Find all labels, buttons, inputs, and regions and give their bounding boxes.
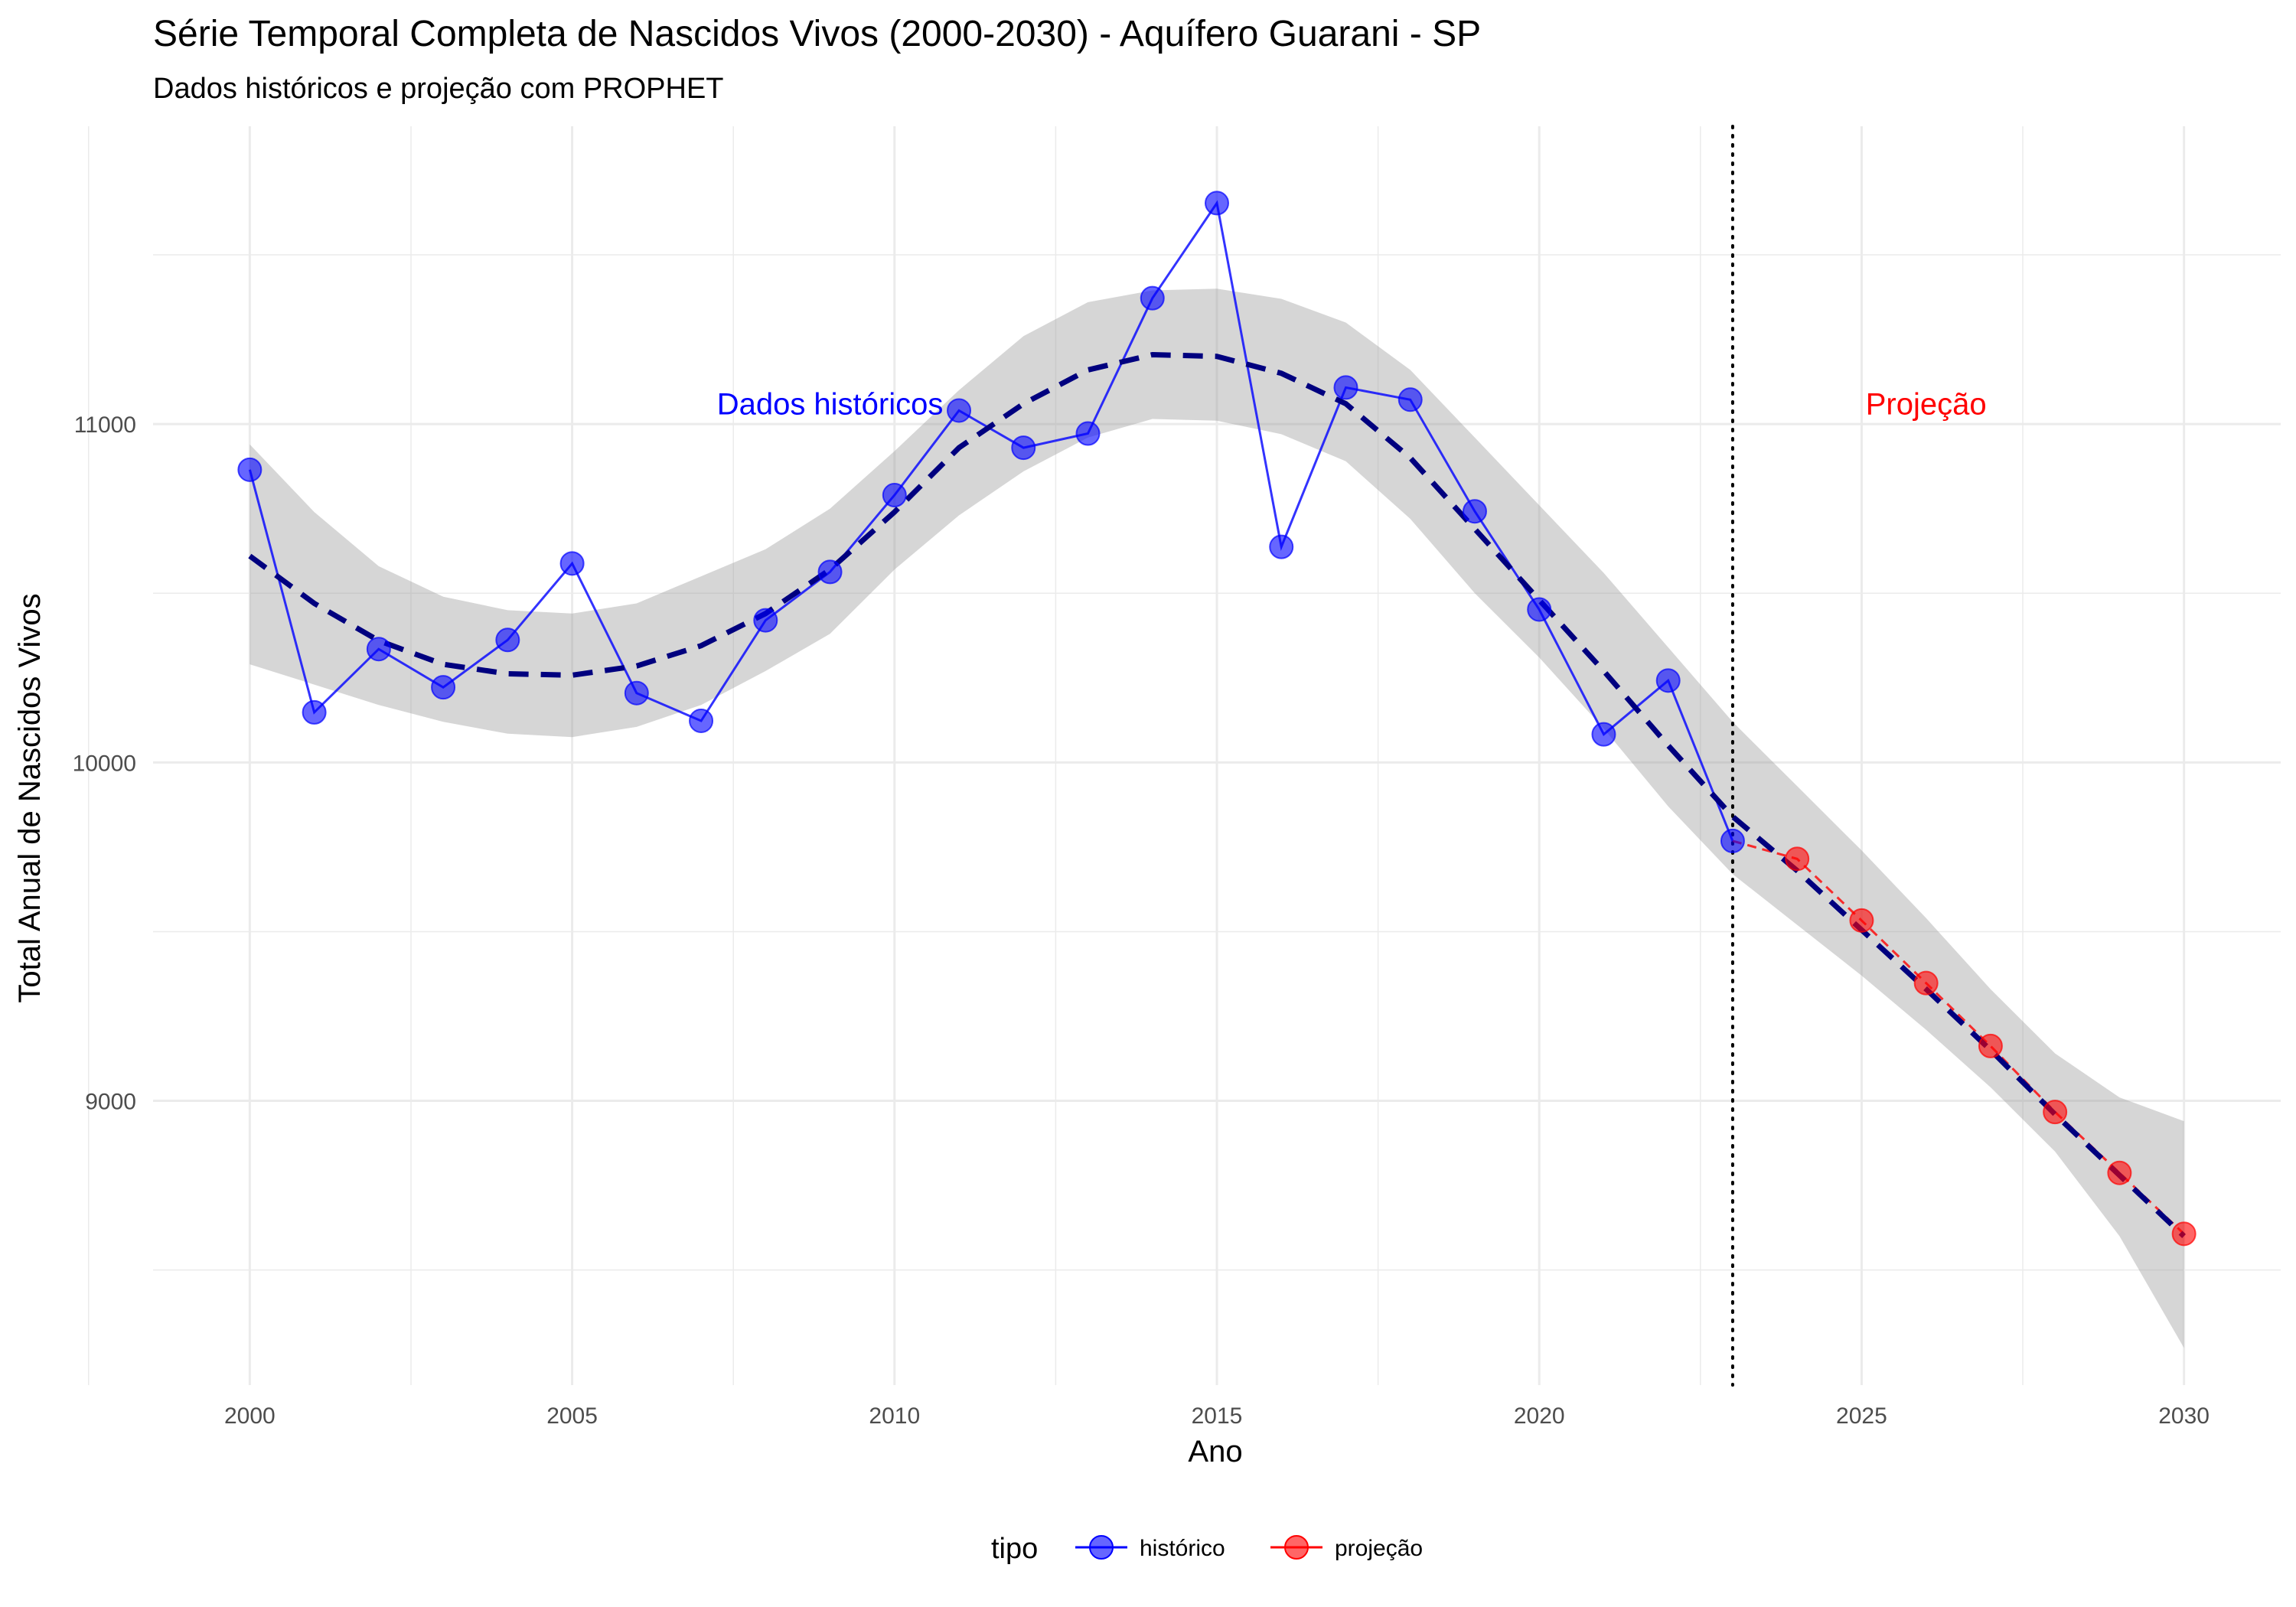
- data-point: [559, 551, 585, 576]
- data-point: [495, 627, 520, 653]
- annotation-label: Projeção: [1866, 388, 1987, 422]
- data-point: [817, 559, 843, 585]
- data-point: [1591, 722, 1616, 747]
- legend-items: histórico projeção: [1075, 1535, 1423, 1561]
- data-point: [1655, 668, 1681, 693]
- x-tick-label: 2015: [1192, 1403, 1243, 1429]
- data-point: [1397, 387, 1423, 412]
- legend: tipo histórico projeção: [991, 1533, 1423, 1565]
- legend-label: histórico: [1140, 1536, 1225, 1561]
- legend-item: histórico: [1075, 1535, 1225, 1561]
- data-point: [1849, 908, 1874, 933]
- data-points: [237, 191, 2197, 1247]
- x-tick-label: 2025: [1836, 1403, 1887, 1429]
- series-line-0: [248, 200, 1734, 842]
- data-point: [689, 708, 714, 733]
- data-point: [1978, 1033, 2003, 1058]
- x-tick-label: 2000: [224, 1403, 276, 1429]
- chart-subtitle: Dados históricos e projeção com PROPHET: [153, 73, 724, 105]
- legend-item: projeção: [1270, 1535, 1423, 1561]
- x-tick-label: 2020: [1514, 1403, 1565, 1429]
- data-point: [1075, 421, 1101, 446]
- data-point: [237, 457, 263, 482]
- data-point: [1205, 191, 1229, 216]
- confidence-band-area: [249, 288, 2184, 1348]
- data-point: [302, 699, 327, 725]
- y-tick-label: 11000: [74, 412, 136, 438]
- y-tick-label: 9000: [85, 1090, 136, 1115]
- series-lines: [248, 200, 2185, 1235]
- data-point: [1462, 499, 1487, 524]
- tick-labels: 2000 2005 2010 2015 2020 2025 2030 9000 10000 110…: [73, 412, 2210, 1429]
- y-axis-title: Total Anual de Nascidos Vivos: [13, 593, 47, 1002]
- data-point: [2107, 1160, 2132, 1185]
- legend-key-point: [1089, 1535, 1114, 1560]
- data-point: [1720, 828, 1745, 853]
- annotation-label: Dados históricos: [717, 388, 944, 422]
- data-point: [1333, 375, 1358, 400]
- legend-key-point: [1284, 1535, 1309, 1560]
- data-point: [1913, 970, 1939, 996]
- data-point: [366, 637, 391, 662]
- legend-label: projeção: [1335, 1536, 1423, 1561]
- grid: [88, 126, 2281, 1385]
- x-axis-title: Ano: [1188, 1435, 1242, 1468]
- series-line-1: [1732, 839, 2185, 1235]
- annotations: Dados históricos Projeção: [717, 388, 1987, 422]
- data-point: [1140, 285, 1165, 311]
- data-point: [1011, 435, 1036, 461]
- y-tick-label: 10000: [73, 751, 136, 776]
- x-tick-label: 2005: [546, 1403, 598, 1429]
- legend-title: tipo: [991, 1533, 1038, 1565]
- confidence-band: [249, 288, 2184, 1348]
- data-point: [753, 608, 778, 633]
- chart-title: Série Temporal Completa de Nascidos Vivo…: [153, 14, 1481, 54]
- data-point: [1527, 597, 1552, 622]
- data-point: [431, 675, 456, 700]
- x-tick-label: 2010: [869, 1403, 920, 1429]
- data-point: [882, 483, 907, 508]
- data-point: [2171, 1221, 2197, 1247]
- data-point: [624, 680, 649, 706]
- data-point: [1269, 534, 1294, 559]
- x-tick-label: 2030: [2158, 1403, 2210, 1429]
- data-point: [2043, 1100, 2068, 1125]
- data-point: [947, 398, 972, 423]
- data-point: [1785, 846, 1810, 872]
